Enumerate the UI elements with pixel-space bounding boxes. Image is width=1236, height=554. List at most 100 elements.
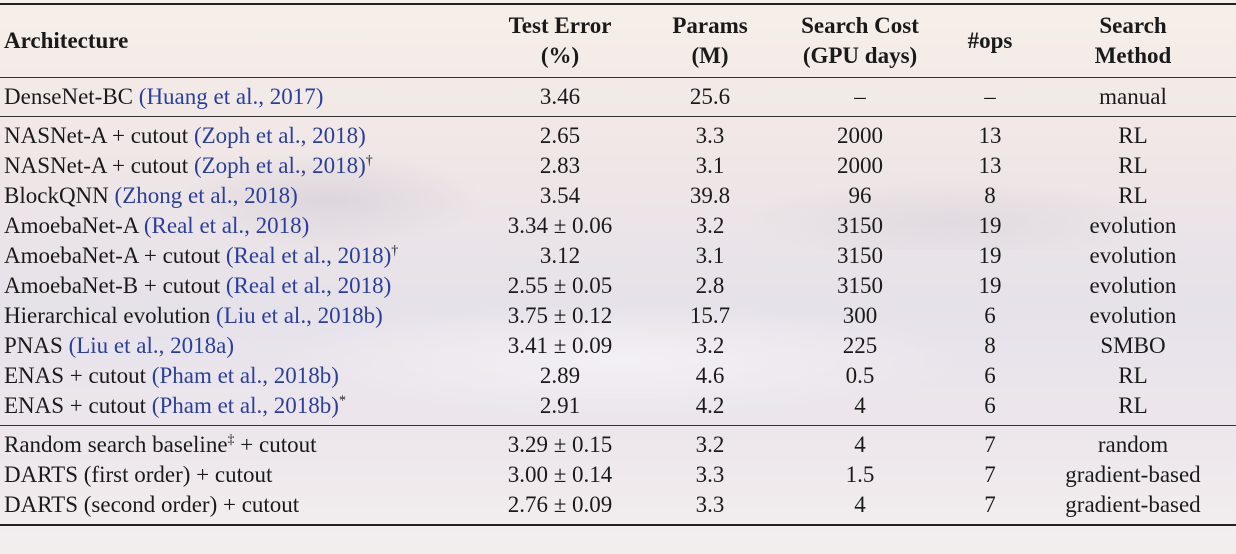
- header-search-method-line1: Search: [1099, 13, 1167, 38]
- cell-ops: 6: [984, 363, 996, 388]
- cell-params: 15.7: [689, 303, 731, 328]
- citation-link: (Pham et al., 2018b): [151, 363, 339, 388]
- cell-ops: 13: [978, 123, 1002, 148]
- architecture-name: NASNet-A + cutout: [4, 123, 189, 148]
- cell-ops: 19: [978, 213, 1002, 238]
- cell-architecture: NASNet-A + cutout (Zoph et al., 2018): [0, 117, 470, 152]
- cell-search-cost: 300: [842, 303, 878, 328]
- cell-search-method: RL: [1118, 123, 1148, 148]
- footnote-mark: †: [365, 153, 373, 169]
- architecture-name: DenseNet-BC: [4, 84, 134, 109]
- cell-search-method: manual: [1099, 84, 1167, 109]
- cell-search-method: gradient-based: [1065, 462, 1201, 487]
- cell-test-error: 3.00 ± 0.14: [507, 462, 613, 487]
- header-test-error-line2: (%): [540, 43, 580, 68]
- cell-test-error: 2.55 ± 0.05: [507, 273, 613, 298]
- cell-test-error: 3.75 ± 0.12: [507, 303, 613, 328]
- header-params-line1: Params: [672, 13, 748, 38]
- cell-architecture: DARTS (first order) + cutout: [0, 460, 470, 490]
- cell-search-cost: 2000: [837, 123, 883, 148]
- table-row: DenseNet-BC (Huang et al., 2017) 3.46 25.6…: [0, 78, 1236, 117]
- cell-architecture: Random search baseline‡ + cutout: [0, 426, 470, 461]
- footnote-mark: ‡: [227, 432, 235, 448]
- cell-architecture: AmoebaNet-B + cutout (Real et al., 2018): [0, 271, 470, 301]
- cell-test-error: 2.83: [539, 153, 581, 178]
- architecture-name: ENAS + cutout: [4, 393, 147, 418]
- cell-params: 3.2: [695, 333, 725, 358]
- header-search-cost-line2: (GPU days): [802, 43, 918, 68]
- cell-test-error: 2.89: [539, 363, 581, 388]
- architecture-name: AmoebaNet-A + cutout: [4, 243, 221, 268]
- cell-architecture: AmoebaNet-A + cutout (Real et al., 2018)…: [0, 241, 470, 271]
- citation-link: (Real et al., 2018): [225, 273, 392, 298]
- table-row: AmoebaNet-A + cutout (Real et al., 2018)…: [0, 241, 1236, 271]
- footnote-mark: †: [391, 243, 399, 259]
- table-row: DARTS (second order) + cutout 2.76 ± 0.09…: [0, 490, 1236, 525]
- cell-ops: 19: [978, 243, 1002, 268]
- cell-architecture: ENAS + cutout (Pham et al., 2018b)*: [0, 391, 470, 426]
- citation-link: (Real et al., 2018): [143, 213, 310, 238]
- cell-ops: 8: [984, 333, 996, 358]
- cell-test-error: 3.34 ± 0.06: [507, 213, 613, 238]
- cell-architecture: DenseNet-BC (Huang et al., 2017): [0, 78, 470, 117]
- citation-link: (Pham et al., 2018b): [151, 393, 339, 418]
- table-row: AmoebaNet-A (Real et al., 2018) 3.34 ± 0.…: [0, 211, 1236, 241]
- architecture-name: DARTS (first order) + cutout: [4, 462, 273, 487]
- cell-search-method: gradient-based: [1065, 492, 1201, 517]
- table-header: Architecture Test Error (%) Params (M) Sea…: [0, 4, 1236, 78]
- cell-search-cost: 0.5: [845, 363, 875, 388]
- architecture-name: Random search baseline: [4, 432, 228, 457]
- header-search-method-line2: Method: [1094, 43, 1172, 68]
- cell-params: 2.8: [695, 273, 725, 298]
- table-row: AmoebaNet-B + cutout (Real et al., 2018)…: [0, 271, 1236, 301]
- cell-search-method: evolution: [1089, 303, 1177, 328]
- header-architecture: Architecture: [4, 28, 129, 53]
- citation-link: (Zoph et al., 2018): [193, 123, 366, 148]
- cell-params: 3.1: [695, 243, 725, 268]
- cell-params: 25.6: [689, 84, 731, 109]
- header-search-method: Search Method: [1030, 4, 1236, 78]
- cell-ops: 7: [984, 462, 996, 487]
- header-ops: #ops: [967, 28, 1013, 53]
- cell-test-error: 3.29 ± 0.15: [507, 432, 613, 457]
- cell-search-cost: 225: [842, 333, 878, 358]
- table-row: DARTS (first order) + cutout 3.00 ± 0.14 3…: [0, 460, 1236, 490]
- cell-test-error: 3.12: [539, 243, 581, 268]
- header-params: Params (M): [650, 4, 770, 78]
- cell-ops: 6: [984, 303, 996, 328]
- architecture-suffix: + cutout: [234, 432, 317, 457]
- cell-search-cost: 1.5: [845, 462, 875, 487]
- architecture-name: PNAS: [4, 333, 63, 358]
- cell-search-cost: 96: [848, 183, 872, 208]
- table-row: ENAS + cutout (Pham et al., 2018b) 2.89 4.…: [0, 361, 1236, 391]
- cell-search-method: evolution: [1089, 213, 1177, 238]
- cell-search-method: RL: [1118, 183, 1148, 208]
- table-row: BlockQNN (Zhong et al., 2018) 3.54 39.8 96 8…: [0, 181, 1236, 211]
- table-row: Hierarchical evolution (Liu et al., 2018…: [0, 301, 1236, 331]
- table-row: NASNet-A + cutout (Zoph et al., 2018)† 2.…: [0, 151, 1236, 181]
- cell-params: 3.1: [695, 153, 725, 178]
- cell-ops: 13: [978, 153, 1002, 178]
- citation-link: (Huang et al., 2017): [138, 84, 324, 109]
- cell-search-method: random: [1097, 432, 1169, 457]
- cell-architecture: AmoebaNet-A (Real et al., 2018): [0, 211, 470, 241]
- architecture-name: AmoebaNet-A: [4, 213, 139, 238]
- cell-ops: –: [984, 84, 996, 109]
- cell-search-method: evolution: [1089, 273, 1177, 298]
- header-search-cost-line1: Search Cost: [801, 13, 919, 38]
- cell-search-cost: 2000: [837, 153, 883, 178]
- architecture-name: Hierarchical evolution: [4, 303, 211, 328]
- header-search-cost: Search Cost (GPU days): [770, 4, 950, 78]
- cell-architecture: BlockQNN (Zhong et al., 2018): [0, 181, 470, 211]
- citation-link: (Liu et al., 2018a): [68, 333, 234, 358]
- cell-test-error: 2.76 ± 0.09: [507, 492, 613, 517]
- cell-params: 3.2: [695, 213, 725, 238]
- cell-ops: 8: [984, 183, 996, 208]
- architecture-name: DARTS (second order) + cutout: [4, 492, 300, 517]
- header-test-error: Test Error (%): [470, 4, 650, 78]
- cell-search-method: evolution: [1089, 243, 1177, 268]
- cell-search-method: RL: [1118, 153, 1148, 178]
- cell-ops: 19: [978, 273, 1002, 298]
- table-row: Random search baseline‡ + cutout 3.29 ± 0…: [0, 426, 1236, 461]
- cell-ops: 7: [984, 492, 996, 517]
